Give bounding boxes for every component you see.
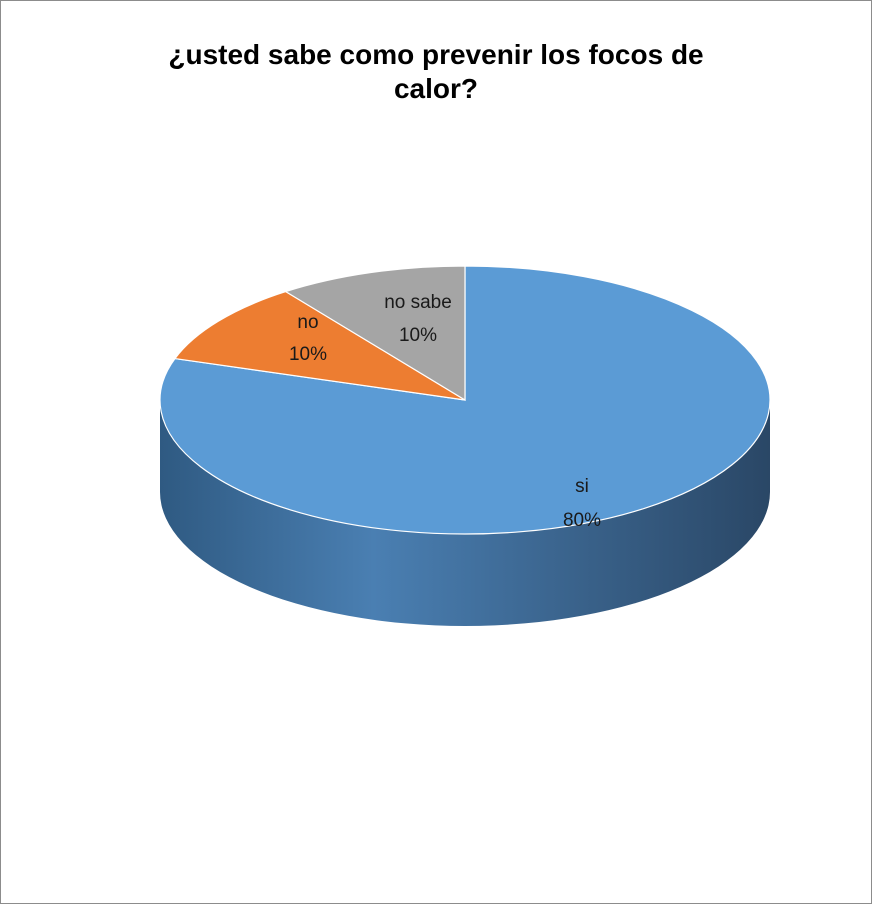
slice-value-no-sabe: 10%	[399, 325, 437, 346]
slice-value-si: 80%	[563, 510, 601, 531]
slice-value-no: 10%	[289, 344, 327, 365]
slice-label-no: no	[297, 312, 318, 333]
slice-label-si: si	[575, 476, 589, 497]
slice-label-no-sabe: no sabe	[384, 292, 452, 313]
